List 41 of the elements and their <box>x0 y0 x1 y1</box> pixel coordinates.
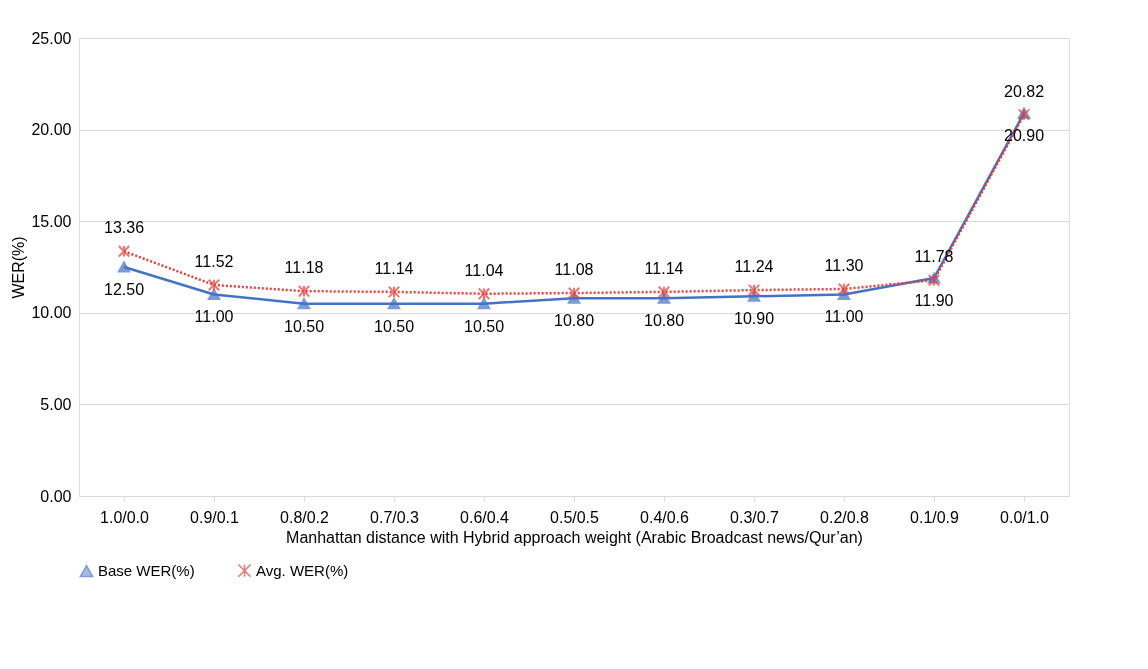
data-label: 12.50 <box>103 281 145 298</box>
x-tick-label: 0.7/0.3 <box>370 508 420 526</box>
data-label: 10.50 <box>463 317 505 335</box>
data-label: 20.82 <box>1003 82 1045 100</box>
data-label: 11.90 <box>914 291 954 309</box>
data-label: 10.80 <box>553 312 595 330</box>
x-tick-label: 0.1/0.9 <box>910 508 960 526</box>
y-tick-label: 20.00 <box>31 121 72 139</box>
x-tick-label: 0.3/0.7 <box>730 508 780 526</box>
data-label: 11.24 <box>734 258 774 276</box>
data-label: 11.30 <box>824 256 864 274</box>
y-tick-label: 0.00 <box>40 487 72 505</box>
x-tick-label: 0.0/1.0 <box>1000 508 1050 526</box>
x-axis-title: Manhattan distance with Hybrid approach weight (Arabic Broadcast news/Qur’an) <box>286 528 863 546</box>
data-label: 11.00 <box>824 308 864 326</box>
data-label: 11.14 <box>644 259 684 277</box>
data-label: 10.50 <box>373 317 415 335</box>
y-tick-label: 5.00 <box>40 395 72 413</box>
y-axis-title: WER(%) <box>10 236 28 299</box>
data-label: 10.80 <box>643 312 685 330</box>
x-tick-label: 0.6/0.4 <box>460 508 510 526</box>
x-tick-label: 0.4/0.6 <box>640 508 690 526</box>
x-tick-label: 1.0/0.0 <box>100 508 150 526</box>
y-tick-label: 15.00 <box>31 212 72 230</box>
data-label: 13.36 <box>103 219 145 237</box>
data-label: 11.18 <box>284 259 324 277</box>
x-tick-label: 0.5/0.5 <box>550 508 600 526</box>
x-tick-label: 0.2/0.8 <box>820 508 870 526</box>
y-tick-label: 25.00 <box>31 29 72 47</box>
legend-label: Base WER(%) <box>98 562 195 580</box>
data-label: 11.52 <box>194 252 234 270</box>
data-label: 11.04 <box>464 261 504 279</box>
data-label: 10.50 <box>283 317 325 335</box>
x-tick-label: 0.8/0.2 <box>280 508 330 526</box>
data-label: 11.08 <box>554 261 594 279</box>
data-label: 11.00 <box>194 308 234 326</box>
data-label: 10.90 <box>733 310 775 328</box>
legend-label: Avg. WER(%) <box>256 561 349 579</box>
x-tick-label: 0.9/0.1 <box>190 508 240 526</box>
data-label: 11.14 <box>374 259 414 277</box>
y-tick-label: 10.00 <box>31 304 72 322</box>
